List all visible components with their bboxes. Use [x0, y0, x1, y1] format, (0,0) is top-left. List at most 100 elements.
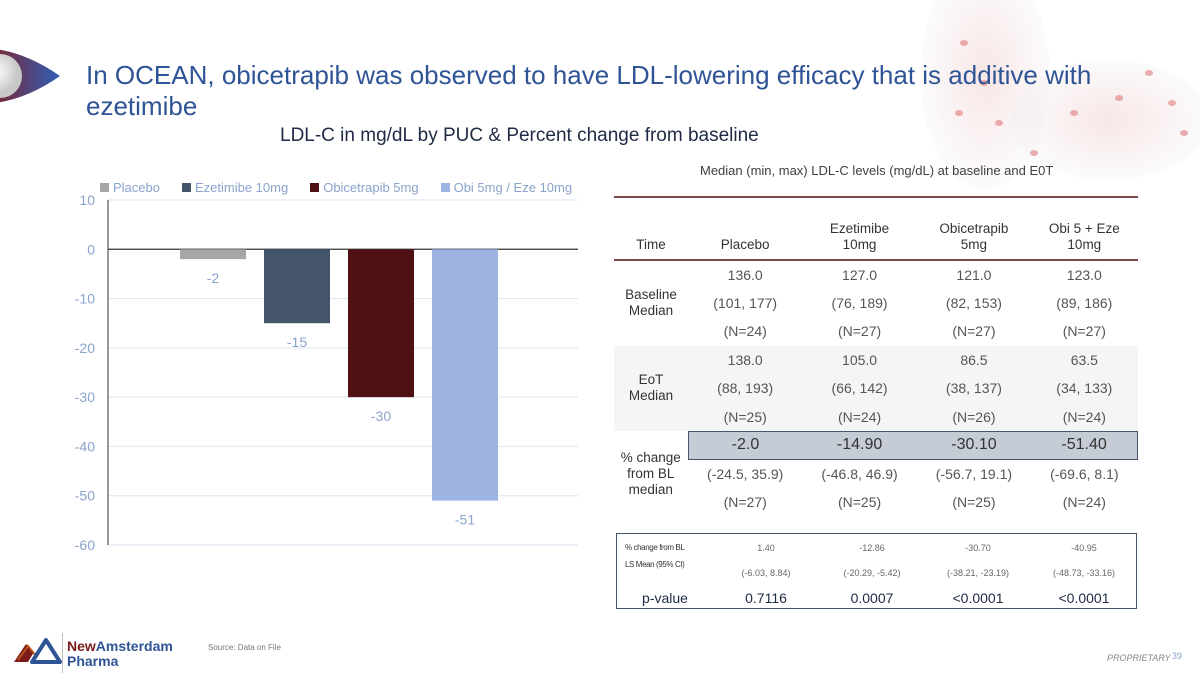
table-cell: (N=24) [1062, 494, 1106, 511]
logo-divider [62, 633, 63, 673]
table-cell: (N=25) [837, 494, 882, 511]
table-cell: (N=25) [688, 402, 803, 431]
table-cell: (-56.7, 19.1) [935, 466, 1013, 482]
legend-label: Placebo [113, 180, 160, 195]
table-cell: 86.5 [916, 345, 1032, 374]
table-cell: (88, 193) [688, 374, 803, 403]
chart-svg: 10 0 -10 -20 -30 -40 -50 -60 -2 -15 -30 -51 [75, 192, 578, 553]
table-cell: (N=27) [837, 323, 882, 340]
slide-subtitle: LDL-C in mg/dL by PUC & Percent change f… [280, 125, 759, 146]
company-logo-text: NewAmsterdam Pharma [67, 639, 173, 669]
y-tick-label: -30 [75, 389, 95, 405]
ldl-table: Time Placebo Ezetimibe 10mg Obicetrapib 5mg Ob… [614, 198, 1139, 517]
legend-label: Ezetimibe 10mg [194, 180, 289, 195]
data-label: -51 [455, 512, 475, 528]
y-tick-label: 10 [79, 192, 95, 208]
table-cell: 123.0 [1066, 266, 1102, 283]
bar-ezetimibe-10mg [264, 249, 330, 324]
logo-text-pharma: Pharma [67, 653, 119, 669]
y-tick-label: -40 [75, 438, 95, 454]
ls-mean-label: % change from BL [625, 543, 685, 552]
bar-chart: 10 0 -10 -20 -30 -40 -50 -60 -2 -15 -30 -51 [50, 176, 580, 556]
table-cell: 136.0 [727, 266, 763, 283]
column-header: Obicetrapib 5mg [916, 198, 1032, 261]
table-cell: 105.0 [802, 345, 917, 374]
table-cell: -2.0 [687, 430, 803, 460]
table-cell: 138.0 [688, 345, 803, 374]
ls-mean-value: 1.40 [757, 543, 775, 553]
table-cell: (66, 142) [802, 374, 917, 403]
table-row: % change from BL median -2.0 -14.90 -30.10 -51… [614, 430, 1139, 497]
table-cell: (76, 189) [831, 294, 888, 311]
y-tick-label: -20 [75, 340, 95, 356]
bar-obi-5mg-eze-10mg [432, 249, 498, 501]
y-tick-label: -50 [75, 488, 95, 504]
data-label: -2 [207, 270, 220, 286]
table-cell: -30.10 [916, 430, 1032, 460]
bar-placebo [180, 249, 246, 260]
legend-item: Ezetimibe 10mg [181, 180, 289, 195]
ls-mean-box: % change from BL 1.40 -12.86 -30.70 -40.95 LS… [616, 533, 1137, 609]
table-row: (N=25) (N=24) (N=26) (N=24) [614, 402, 1138, 431]
bar-obicetrapib-5mg [348, 249, 414, 398]
table-row: (-24.5, 35.9) (-46.8, 46.9) (-56.7, 19.1) (… [614, 460, 1138, 489]
table-cell: (N=24) [723, 323, 767, 340]
p-value: 0.0007 [850, 590, 894, 606]
source-note: Source: Data on File [208, 643, 281, 652]
ls-mean-value: -12.86 [859, 543, 885, 553]
table-row: (88, 193) (66, 142) (38, 137) (34, 133) [614, 374, 1138, 403]
table-caption: Median (min, max) LDL-C levels (mg/dL) a… [700, 163, 1054, 178]
table-cell: (89, 186) [1056, 294, 1113, 311]
row-group-label: Baseline Median [625, 287, 677, 319]
y-tick-label: -60 [75, 537, 95, 553]
table-header-row: Time Placebo Ezetimibe 10mg Obicetrapib 5mg Ob… [614, 198, 1138, 261]
y-tick-label: -10 [75, 291, 95, 307]
table-cell: 63.5 [1031, 345, 1138, 374]
legend-item: Obi 5mg / Eze 10mg [440, 180, 572, 195]
legend-item: Placebo [100, 180, 160, 195]
logo-text-new: New [67, 638, 96, 654]
legend-label: Obicetrapib 5mg [323, 180, 419, 195]
ls-mean-ci-label: LS Mean (95% CI) [625, 560, 685, 569]
table-row: EoT Median 138.0 105.0 86.5 63.5 [614, 345, 1138, 431]
column-header: Obi 5 + Eze 10mg [1031, 198, 1138, 261]
table-cell: (82, 153) [945, 294, 1002, 311]
table-cell: 127.0 [842, 266, 878, 283]
column-header: Time [614, 198, 688, 261]
logo-text-amsterdam: Amsterdam [95, 638, 173, 654]
legend-swatch [440, 183, 450, 192]
table-cell: (-24.5, 35.9) [707, 466, 784, 482]
ls-mean-ci: (-38.21, -23.19) [946, 568, 1010, 578]
ls-mean-ci: (-20.29, -5.42) [843, 568, 901, 578]
row-group-label: EoT Median [614, 345, 688, 431]
table-row: (101, 177) (76, 189) (82, 153) (89, 186) [614, 289, 1138, 318]
legend-swatch [310, 183, 320, 192]
table-cell: (38, 137) [916, 374, 1032, 403]
ls-mean-ci: (-6.03, 8.84) [741, 568, 791, 578]
proprietary-label: PROPRIETARY [1107, 653, 1171, 663]
p-value: <0.0001 [952, 590, 1004, 606]
table-row: Baseline Median 136.0 127.0 121.0 123.0 [614, 260, 1138, 319]
p-value: <0.0001 [1058, 590, 1110, 606]
table-cell: (N=27) [952, 323, 996, 340]
artery-illustration [900, 0, 1200, 200]
row-group-label: % change from BL median [620, 449, 681, 497]
table-row: (N=27) (N=25) (N=25) (N=24) [614, 488, 1138, 517]
table-cell: -51.40 [1031, 430, 1139, 460]
table-cell: (34, 133) [1031, 374, 1138, 403]
ls-mean-ci: (-48.73, -33.16) [1052, 568, 1116, 578]
company-logo-icon [14, 638, 62, 664]
slide-title: In OCEAN, obicetrapib was observed to ha… [86, 60, 1092, 121]
ls-mean-value: -30.70 [965, 543, 991, 553]
table-cell: (-69.6, 8.1) [1050, 466, 1119, 482]
table-row: (N=24) (N=27) (N=27) (N=27) [614, 317, 1138, 346]
column-header: Placebo [688, 198, 803, 261]
legend-swatch [100, 183, 109, 192]
table-cell: (N=24) [1031, 402, 1138, 431]
chart-legend: Placebo Ezetimibe 10mg Obicetrapib 5mg Obi … [100, 180, 572, 195]
table-cell: (-46.8, 46.9) [821, 466, 898, 482]
page-number: 39 [1172, 651, 1183, 661]
legend-item: Obicetrapib 5mg [310, 180, 419, 195]
p-value: 0.7116 [745, 590, 787, 606]
title-bullet-icon [0, 49, 60, 103]
